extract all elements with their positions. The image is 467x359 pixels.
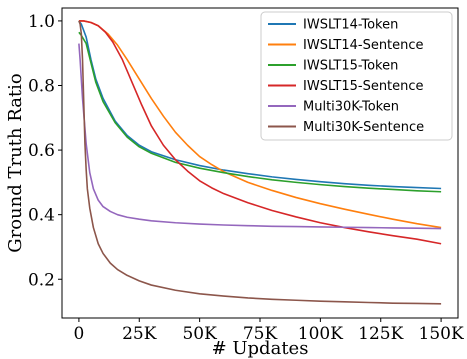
x-tick-label: 150K bbox=[419, 324, 464, 344]
y-tick-label: 0.6 bbox=[28, 141, 55, 161]
legend-label-1: IWSLT14-Sentence bbox=[303, 38, 424, 53]
axes-layer: 0 25K 50K 75K 100K 125K 150K 0.2 0.4 0.6 0.8 1.0 # U… bbox=[5, 7, 464, 359]
legend-label-0: IWSLT14-Token bbox=[303, 18, 398, 33]
legend-label-5: Multi30K-Sentence bbox=[303, 120, 424, 135]
series-line-5 bbox=[78, 20, 442, 305]
legend: IWSLT14-Token IWSLT14-Sentence IWSLT15-Tok… bbox=[260, 11, 453, 141]
x-tick-label: 100K bbox=[298, 324, 343, 344]
y-tick-label: 1.0 bbox=[28, 12, 55, 32]
legend-label-3: IWSLT15-Sentence bbox=[303, 79, 424, 94]
x-tick-label: 50K bbox=[182, 324, 217, 344]
y-tick-label: 0.8 bbox=[28, 77, 55, 97]
legend-label-2: IWSLT15-Token bbox=[303, 59, 398, 74]
y-tick-label: 0.4 bbox=[28, 206, 55, 226]
series-line-2 bbox=[78, 31, 442, 193]
x-axis-label: # Updates bbox=[212, 338, 309, 359]
y-axis-label: Ground Truth Ratio bbox=[5, 73, 26, 253]
y-tick-label: 0.2 bbox=[28, 270, 55, 290]
legend-box bbox=[260, 11, 453, 141]
series-layer bbox=[78, 20, 442, 305]
x-tick-label: 75K bbox=[243, 324, 278, 344]
x-tick-label: 125K bbox=[358, 324, 403, 344]
series-line-4 bbox=[78, 43, 442, 230]
legend-label-4: Multi30K-Token bbox=[303, 100, 399, 115]
x-tick-label: 0 bbox=[73, 324, 84, 344]
x-tick-label: 25K bbox=[122, 324, 157, 344]
